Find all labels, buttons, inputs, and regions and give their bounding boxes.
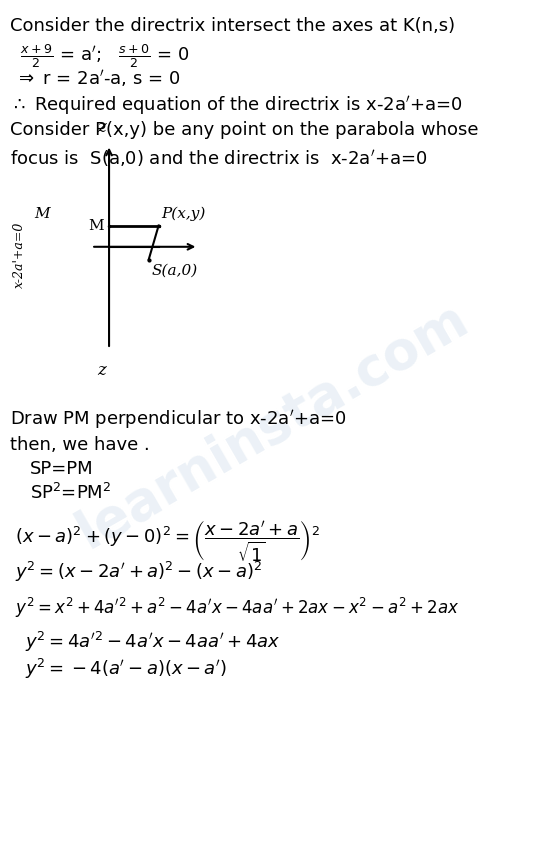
Text: x-2a'+a=0: x-2a'+a=0 <box>13 222 26 288</box>
Text: P(x,y): P(x,y) <box>161 207 206 221</box>
Text: learninsta.com: learninsta.com <box>68 293 477 558</box>
Text: Consider P(x,y) be any point on the parabola whose: Consider P(x,y) be any point on the para… <box>10 121 478 139</box>
Text: SP=PM: SP=PM <box>30 460 93 477</box>
Text: $\frac{x+9}{2}$ = a$^{\prime}$;   $\frac{s+0}{2}$ = 0: $\frac{x+9}{2}$ = a$^{\prime}$; $\frac{s… <box>20 43 189 71</box>
Text: z: z <box>97 362 106 379</box>
Text: M: M <box>88 219 104 232</box>
Text: focus is  S(a,0) and the directrix is  x-2a$^{\prime}$+a=0: focus is S(a,0) and the directrix is x-2… <box>10 148 427 169</box>
Text: then, we have .: then, we have . <box>10 436 150 454</box>
Text: z: z <box>97 119 106 136</box>
Text: $\Rightarrow$ r = 2a$^{\prime}$-a, s = 0: $\Rightarrow$ r = 2a$^{\prime}$-a, s = 0 <box>15 68 180 89</box>
Text: S(a,0): S(a,0) <box>151 264 197 277</box>
Text: Draw PM perpendicular to x-2a$^{\prime}$+a=0: Draw PM perpendicular to x-2a$^{\prime}$… <box>10 408 346 431</box>
Text: $y^{2} = 4a^{\prime 2}-4a^{\prime}x-4aa^{\prime}+4ax$: $y^{2} = 4a^{\prime 2}-4a^{\prime}x-4aa^… <box>25 630 281 654</box>
Text: $\therefore$ Required equation of the directrix is x-2a$^{\prime}$+a=0: $\therefore$ Required equation of the di… <box>10 94 463 117</box>
Text: $(x-a)^{2}+(y-0)^{2} = \left(\dfrac{x-2a^{\prime}+a}{\sqrt{1}}\right)^{2}$: $(x-a)^{2}+(y-0)^{2} = \left(\dfrac{x-2a… <box>15 519 320 564</box>
Text: $y^{2} = -4(a^{\prime}-a)(x-a^{\prime})$: $y^{2} = -4(a^{\prime}-a)(x-a^{\prime})$ <box>25 657 227 681</box>
Text: SP$^{2}$=PM$^{2}$: SP$^{2}$=PM$^{2}$ <box>30 483 111 504</box>
Text: $y^{2} = (x-2a^{\prime}+a)^{2}-(x-a)^{2}$: $y^{2} = (x-2a^{\prime}+a)^{2}-(x-a)^{2}… <box>15 560 262 584</box>
Text: $y^{2} = x^{2}+4a^{\prime 2}+a^{2}-4a^{\prime}x - 4aa^{\prime}+2ax-x^{2}-a^{2}+2: $y^{2} = x^{2}+4a^{\prime 2}+a^{2}-4a^{\… <box>15 596 459 620</box>
Text: M: M <box>34 208 49 221</box>
Text: Consider the directrix intersect the axes at K(n,s): Consider the directrix intersect the axe… <box>10 17 455 35</box>
